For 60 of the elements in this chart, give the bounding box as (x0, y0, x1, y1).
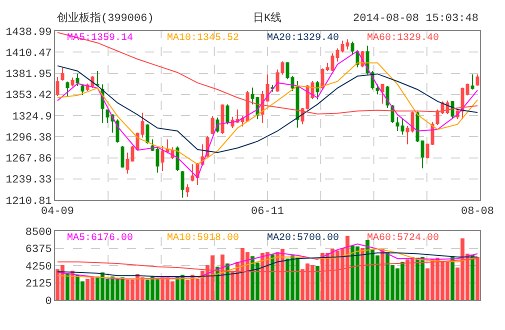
candlestick (346, 38, 350, 50)
candlestick (406, 126, 410, 145)
y-tick-label: 8500 (25, 226, 52, 239)
candlestick (350, 41, 354, 56)
y-tick-label: 4250 (25, 261, 52, 274)
candlestick (470, 74, 474, 90)
candlestick (180, 170, 184, 198)
candlestick (66, 81, 70, 98)
candlestick (186, 184, 190, 198)
y-tick-label: 1353.42 (6, 90, 52, 102)
candlestick (376, 84, 380, 95)
candlestick (126, 152, 130, 174)
candlestick (340, 40, 344, 53)
line-series (57, 50, 478, 178)
y-tick-label: 1438.99 (6, 26, 52, 39)
y-tick-label: 1210.81 (6, 196, 52, 208)
candlestick (76, 73, 80, 87)
candlestick (156, 147, 160, 174)
bar (316, 266, 320, 300)
y-tick-label: 0 (45, 296, 52, 308)
candlestick (336, 48, 340, 62)
candlestick (250, 87, 254, 105)
candlestick (190, 164, 194, 182)
chart-title: 创业板指(399006) (57, 11, 154, 25)
y-tick-label: 1324.9 (12, 111, 52, 124)
series-label: MA20:5700.00 (267, 233, 340, 244)
candlestick (420, 140, 424, 169)
chart-subtitle: 日K线 (253, 11, 282, 25)
y-tick-label: 6375 (25, 244, 52, 256)
y-tick-label: 1296.38 (6, 132, 52, 144)
x-tick-label: 08-08 (460, 206, 494, 218)
bar (66, 273, 70, 300)
y-tick-label: 2125 (25, 278, 52, 291)
bar (226, 263, 230, 300)
candlestick (326, 62, 330, 72)
text: MA60:1329.40 (367, 33, 440, 44)
candlestick (56, 76, 60, 97)
text: MA5:6176.00 (67, 233, 134, 244)
x-tick-label: 04-09 (40, 206, 74, 218)
candlestick (70, 77, 74, 88)
y-tick-label: 1239.33 (6, 174, 52, 187)
bar (470, 254, 474, 300)
y-tick-label: 1410.47 (6, 48, 52, 60)
text: 2014-08-08 15:03:48 (353, 13, 478, 25)
candlestick (140, 112, 144, 138)
candlestick (396, 116, 400, 132)
text: MA10:1345.52 (167, 33, 240, 44)
x-tick-label: 06-11 (250, 206, 284, 218)
bar (450, 256, 454, 300)
y-tick-label: 1267.86 (6, 154, 52, 166)
series-label: MA60:5724.00 (367, 233, 440, 244)
bar (270, 254, 274, 300)
y-tick-label: 1381.95 (6, 69, 52, 82)
text: MA20:1329.40 (267, 33, 340, 44)
candlestick (400, 118, 404, 136)
text: MA10:5918.00 (167, 233, 240, 244)
candlestick (96, 70, 100, 88)
candlestick (60, 67, 64, 82)
candlestick (380, 84, 384, 104)
candlestick (166, 138, 170, 154)
